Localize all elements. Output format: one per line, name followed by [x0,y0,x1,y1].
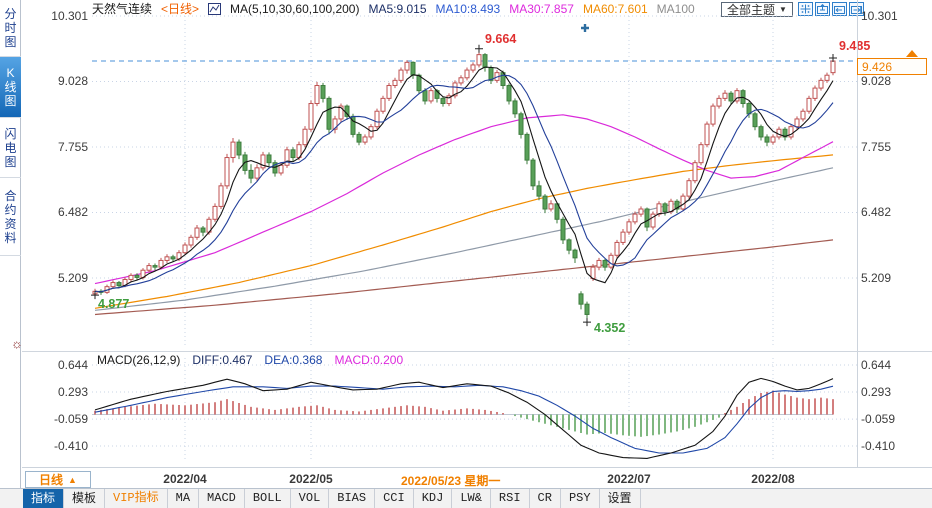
macd-tick-label: 0.644 [861,358,892,372]
indicator-tab-VOL[interactable]: VOL [291,489,330,508]
ma60-value: MA60:7.601 [582,1,648,16]
macd-tick-label: -0.410 [861,439,896,454]
diff-value: DIFF:0.467 [192,353,253,367]
dea-value: DEA:0.368 [264,353,323,367]
macd-indicator-chart[interactable] [92,352,857,466]
indicator-tab-模板[interactable]: 模板 [64,489,106,508]
macd-tick-label: 0.293 [861,385,892,399]
indicator-tab-PSY[interactable]: PSY [561,489,600,508]
price-tick-label: 10.301 [51,9,88,23]
macd-tick-label: -0.410 [53,439,88,454]
indicator-tab-KDJ[interactable]: KDJ [414,489,453,508]
indicator-tab-指标[interactable]: 指标 [23,489,65,508]
triangle-up-icon: ▲ [68,474,77,485]
ma30-value: MA30:7.857 [509,1,574,16]
right-axis-divider [857,0,858,467]
period-button-label: 日线 [39,473,64,487]
macd-header: MACD(26,12,9) DIFF:0.467 DEA:0.368 MACD:… [97,353,403,367]
sidebar-tab-label: 闪电图 [4,126,17,169]
sidebar-tab-3[interactable]: 闪电图 [0,118,21,178]
price-tick-label: 7.755 [861,139,892,154]
sidebar-tab-label: 分时图 [4,7,17,49]
blue-cross-marker [581,24,589,32]
draw-box-icon[interactable] [815,2,830,16]
indicator-tab-bar: 指标 模板 VIP指标 MA MACD BOLL VOL BIAS CCI KDJ LW& RSI CR… [0,488,932,508]
ma100-label: MA100 [656,1,695,16]
period-tag: <日线> [161,2,200,16]
xaxis-label: 2022/05 [289,472,333,486]
theme-dropdown-button[interactable]: 全部主题 ▼ [721,2,793,17]
indicator-tab-设置[interactable]: 设置 [600,489,641,508]
ma10-value: MA10:8.493 [435,1,501,16]
indicator-tab-MACD[interactable]: MACD [199,489,245,508]
current-price-box: 9.426 [857,58,927,75]
indicator-settings-icon[interactable]: ☼ [11,336,23,351]
macd-tick-label: 0.644 [57,358,88,372]
price-tick-label: 9.028 [57,74,88,89]
macd-tick-label: -0.059 [861,412,896,427]
current-price-value: 9.426 [862,59,893,74]
price-tick-label: 5.209 [57,270,88,285]
period-button[interactable]: 日线 ▲ [25,471,91,488]
indicator-tab-BOLL[interactable]: BOLL [245,489,291,508]
sidebar: 分时图 K线图闪电图合约资料 [0,0,21,508]
page-right-icon[interactable] [849,2,864,16]
instrument-title: 天然气连续 [92,2,153,16]
indicator-tab-LW&[interactable]: LW& [452,489,491,508]
price-up-triangle-icon [906,50,918,57]
indicator-tab-VIP指标[interactable]: VIP指标 [105,489,168,508]
sidebar-tab-label: 合约资料 [4,188,17,245]
svg-text:9.485: 9.485 [839,39,870,53]
macd-params-label: MACD(26,12,9) [97,353,181,367]
main-candlestick-chart[interactable]: 9.664 9.485 4.877 4.352 [91,0,870,350]
page-left-icon[interactable] [832,2,847,16]
price-tick-label: 7.755 [57,139,88,154]
price-tick-label: 6.482 [57,205,88,220]
kline-preview-icon [208,2,222,15]
macd-value: MACD:0.200 [334,353,404,367]
xaxis-label: 2022/08 [751,472,795,486]
xaxis-label: 2022/07 [607,472,651,486]
xaxis-label: 2022/04 [163,472,207,486]
price-tick-label: 5.209 [861,270,892,285]
price-tick-label: 6.482 [861,205,892,220]
xaxis-label: 2022/05/23 星期一 [401,474,501,488]
price-tick-label: 10.301 [861,9,898,23]
ma-params-label: MA(5,10,30,60,100,200) [230,1,360,16]
svg-text:4.352: 4.352 [594,321,625,335]
indicator-tab-CR[interactable]: CR [530,489,561,508]
macd-tick-label: 0.293 [57,385,88,399]
crosshair-icon[interactable] [798,2,813,16]
svg-text:9.664: 9.664 [485,32,516,46]
chevron-down-icon: ▼ [779,5,787,14]
indicator-tab-MA[interactable]: MA [168,489,200,508]
indicator-tab-RSI[interactable]: RSI [491,489,530,508]
xaxis-divider [22,467,932,468]
sidebar-tab-1[interactable]: 分时图 [0,0,21,57]
sidebar-tab-label: K线图 [4,66,17,108]
chart-header: 天然气连续 <日线> MA(5,10,30,60,100,200) MA5:9.… [92,1,695,17]
sidebar-tab-4[interactable]: 合约资料 [0,178,21,256]
ma5-value: MA5:9.015 [368,1,427,16]
chart-toolbar [798,2,864,16]
macd-tick-label: -0.059 [53,412,88,427]
pane-divider [22,351,932,352]
svg-text:4.877: 4.877 [98,297,129,311]
price-tick-label: 9.028 [861,74,892,89]
theme-dropdown-label: 全部主题 [727,3,776,17]
indicator-tab-CCI[interactable]: CCI [375,489,414,508]
indicator-tab-BIAS[interactable]: BIAS [329,489,376,508]
sidebar-tab-2[interactable]: K线图 [0,57,21,118]
